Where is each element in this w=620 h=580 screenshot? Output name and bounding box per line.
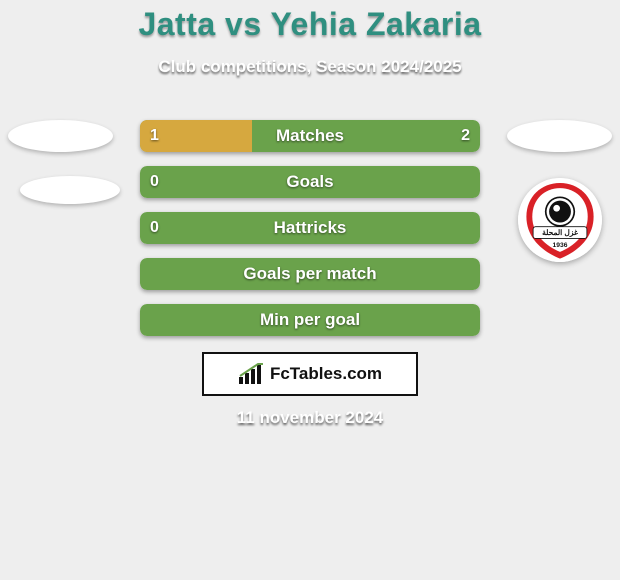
svg-text:1936: 1936	[553, 242, 568, 249]
club-badge-icon: غزل المحلة 1936	[518, 178, 602, 262]
svg-text:غزل المحلة: غزل المحلة	[542, 228, 579, 238]
stat-value-right: 2	[461, 120, 470, 152]
stat-label: Hattricks	[140, 212, 480, 244]
comparison-bars: Matches12Goals0Hattricks0Goals per match…	[140, 120, 480, 350]
infographic-root: Jatta vs Yehia Zakaria Club competitions…	[0, 0, 620, 580]
bars-icon	[238, 363, 264, 385]
stat-value-left: 0	[150, 166, 159, 198]
crest-right-badge: غزل المحلة 1936	[518, 178, 602, 262]
crest-left-bottom	[20, 176, 120, 204]
date-line: 11 november 2024	[0, 408, 620, 428]
stat-bar: Goals0	[140, 166, 480, 198]
stat-value-left: 0	[150, 212, 159, 244]
stat-bar: Min per goal	[140, 304, 480, 336]
crest-left-top	[8, 120, 113, 152]
stat-label: Matches	[140, 120, 480, 152]
stat-label: Goals	[140, 166, 480, 198]
logo-text: FcTables.com	[270, 364, 382, 384]
crest-right-top	[507, 120, 612, 152]
headline: Jatta vs Yehia Zakaria	[0, 0, 620, 43]
stat-label: Min per goal	[140, 304, 480, 336]
stat-value-left: 1	[150, 120, 159, 152]
stat-bar: Matches1 2	[140, 120, 480, 152]
stat-bar: Hattricks0	[140, 212, 480, 244]
fctables-logo: FcTables.com	[202, 352, 418, 396]
subtitle: Club competitions, Season 2024/2025	[0, 57, 620, 77]
stat-label: Goals per match	[140, 258, 480, 290]
stat-bar: Goals per match	[140, 258, 480, 290]
